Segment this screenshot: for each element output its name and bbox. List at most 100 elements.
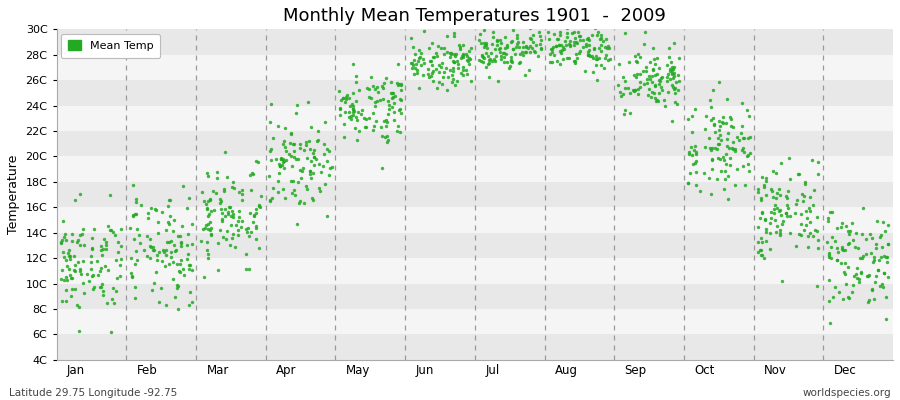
Point <box>493 44 508 51</box>
Point <box>304 175 319 181</box>
Point <box>477 27 491 34</box>
Point <box>647 56 662 62</box>
Point <box>505 58 519 65</box>
Point <box>630 59 644 65</box>
Point <box>150 219 165 225</box>
Point <box>382 106 396 112</box>
Point <box>430 84 445 91</box>
Point <box>489 58 503 64</box>
Point <box>506 46 520 52</box>
Point <box>687 146 701 153</box>
Point <box>518 42 533 49</box>
Point <box>95 287 110 294</box>
Point <box>779 213 794 220</box>
Point <box>626 72 641 78</box>
Point <box>617 30 632 36</box>
Point <box>510 20 525 26</box>
Point <box>741 160 755 167</box>
Point <box>263 148 277 154</box>
Point <box>59 257 74 263</box>
Point <box>783 212 797 219</box>
Point <box>580 52 595 59</box>
Point <box>350 137 365 143</box>
Point <box>650 97 664 103</box>
Text: worldspecies.org: worldspecies.org <box>803 388 891 398</box>
Point <box>291 178 305 185</box>
Point <box>560 30 574 37</box>
Point <box>230 218 245 225</box>
Point <box>881 240 896 247</box>
Point <box>368 103 382 109</box>
Point <box>127 235 141 242</box>
Point <box>862 296 877 303</box>
Point <box>737 149 751 155</box>
Point <box>594 42 608 48</box>
Point <box>202 197 217 203</box>
Point <box>521 67 535 74</box>
Point <box>276 159 291 165</box>
Point <box>240 229 255 235</box>
Point <box>386 100 400 106</box>
Point <box>580 49 595 56</box>
Point <box>850 275 864 282</box>
Point <box>589 56 603 62</box>
Point <box>85 235 99 241</box>
Point <box>531 53 545 59</box>
Point <box>426 54 440 60</box>
Point <box>358 124 373 131</box>
Point <box>572 33 587 39</box>
Point <box>518 49 532 56</box>
Point <box>801 244 815 250</box>
Point <box>420 70 435 77</box>
Point <box>287 154 302 160</box>
Point <box>811 237 825 244</box>
Point <box>216 188 230 194</box>
Point <box>209 190 223 197</box>
Point <box>303 168 318 174</box>
Bar <box>57 182 893 207</box>
Point <box>881 274 896 280</box>
Point <box>762 230 777 236</box>
Point <box>240 225 255 231</box>
Point <box>201 172 215 179</box>
Point <box>759 178 773 184</box>
Bar <box>57 156 893 182</box>
Point <box>68 268 82 274</box>
Point <box>276 157 291 164</box>
Point <box>438 65 453 72</box>
Point <box>392 105 407 112</box>
Point <box>710 146 724 152</box>
Point <box>461 58 475 65</box>
Point <box>455 52 470 58</box>
Point <box>338 109 352 115</box>
Point <box>556 55 571 62</box>
Point <box>391 123 405 129</box>
Point <box>381 111 395 118</box>
Point <box>824 255 839 261</box>
Point <box>159 247 174 253</box>
Point <box>758 216 772 222</box>
Point <box>794 221 808 227</box>
Point <box>451 64 465 71</box>
Legend: Mean Temp: Mean Temp <box>61 34 160 58</box>
Point <box>821 218 835 225</box>
Point <box>284 130 298 136</box>
Point <box>876 219 890 226</box>
Point <box>798 179 813 186</box>
Point <box>58 230 73 237</box>
Point <box>521 45 535 51</box>
Point <box>697 169 711 176</box>
Point <box>822 254 836 260</box>
Point <box>144 244 158 250</box>
Point <box>204 231 219 238</box>
Point <box>792 231 806 238</box>
Point <box>171 233 185 240</box>
Point <box>370 97 384 104</box>
Point <box>242 233 256 239</box>
Point <box>155 208 169 215</box>
Point <box>443 20 457 26</box>
Point <box>599 52 614 58</box>
Point <box>481 53 495 60</box>
Point <box>870 218 885 224</box>
Point <box>570 54 584 61</box>
